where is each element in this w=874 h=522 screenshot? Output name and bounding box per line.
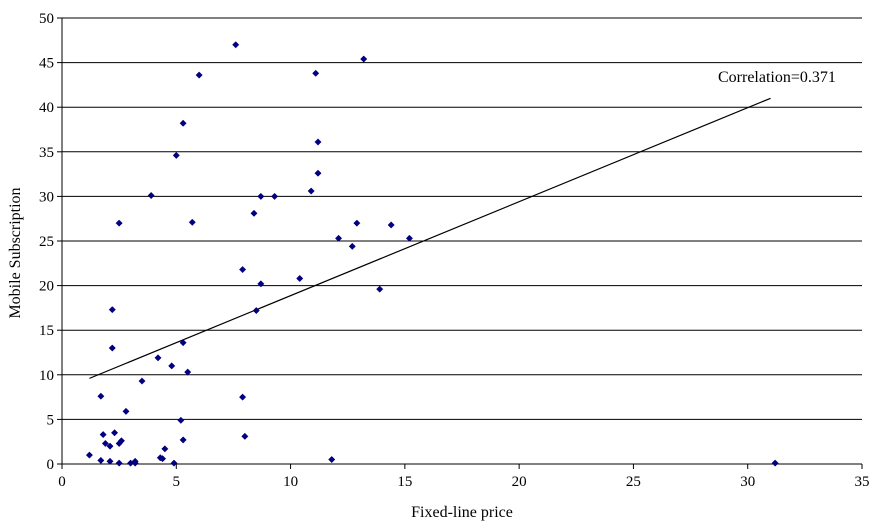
y-tick-label: 0 (47, 457, 55, 473)
data-point (179, 119, 187, 127)
y-tick-label: 45 (39, 56, 54, 72)
x-tick-label: 35 (855, 474, 870, 490)
x-tick-label: 25 (626, 474, 641, 490)
data-point (108, 306, 116, 314)
y-tick-label: 40 (39, 100, 54, 116)
data-point (131, 457, 139, 465)
data-point (106, 457, 114, 465)
data-point (376, 285, 384, 293)
data-point (177, 416, 185, 424)
y-tick-label: 10 (39, 368, 54, 384)
data-point (257, 192, 265, 200)
data-point (106, 442, 114, 450)
data-point (239, 265, 247, 274)
data-point (360, 55, 368, 63)
data-point (115, 219, 123, 227)
data-point (154, 354, 162, 362)
data-point (108, 344, 116, 352)
data-point (122, 407, 130, 415)
tick-labels: 0 5 10 15 20 25 30 35 40 45 50 0 5 10 15 20 25 30 35 (39, 11, 870, 490)
data-point (353, 219, 361, 227)
y-tick-label: 30 (39, 189, 54, 205)
data-point (184, 368, 192, 376)
data-point (101, 439, 109, 448)
data-point (179, 436, 187, 444)
data-point (111, 429, 119, 437)
data-point (271, 192, 279, 200)
data-point (172, 151, 180, 159)
data-point (296, 274, 304, 283)
x-tick-label: 5 (173, 474, 181, 490)
data-point (97, 456, 105, 464)
x-tick-label: 20 (512, 474, 527, 490)
data-point (250, 209, 258, 217)
y-tick-label: 35 (39, 145, 54, 161)
y-axis-title: Mobile Subscription (7, 187, 24, 318)
data-point (195, 71, 203, 79)
data-point (97, 392, 105, 400)
x-axis-title: Fixed-line price (411, 504, 513, 521)
data-point (188, 218, 196, 226)
x-tick-label: 10 (283, 474, 298, 490)
data-point (257, 280, 265, 288)
y-tick-label: 25 (39, 234, 54, 250)
data-point (307, 187, 315, 195)
trendline (89, 97, 771, 379)
y-tick-label: 20 (39, 279, 54, 295)
x-tick-label: 0 (58, 474, 66, 490)
data-point (232, 41, 240, 49)
data-points (85, 41, 779, 467)
data-point (348, 242, 356, 250)
gridlines (62, 17, 862, 420)
data-point (85, 451, 93, 459)
data-point (115, 459, 123, 467)
data-point (117, 437, 125, 445)
data-point (335, 234, 343, 242)
x-tick-label: 15 (397, 474, 412, 490)
data-point (161, 445, 169, 453)
data-point (312, 69, 320, 77)
data-point (314, 138, 322, 146)
data-point (170, 459, 178, 467)
data-point (159, 455, 167, 463)
data-point (314, 169, 322, 177)
data-point (405, 234, 413, 242)
correlation-annotation: Correlation=0.371 (718, 69, 836, 86)
data-point (241, 432, 249, 440)
x-tick-label: 30 (740, 474, 755, 490)
data-point (99, 431, 107, 439)
data-point (239, 393, 247, 401)
data-point (168, 362, 176, 370)
data-point (179, 339, 187, 347)
y-tick-label: 15 (39, 323, 54, 339)
data-point (147, 191, 155, 200)
axes (57, 17, 863, 469)
data-point (328, 455, 336, 464)
data-point (771, 459, 779, 467)
data-point (252, 307, 260, 315)
y-tick-label: 5 (47, 412, 55, 428)
y-tick-label: 50 (39, 11, 54, 27)
data-point (387, 221, 395, 229)
trendline-group (89, 97, 771, 379)
data-point (138, 377, 146, 385)
